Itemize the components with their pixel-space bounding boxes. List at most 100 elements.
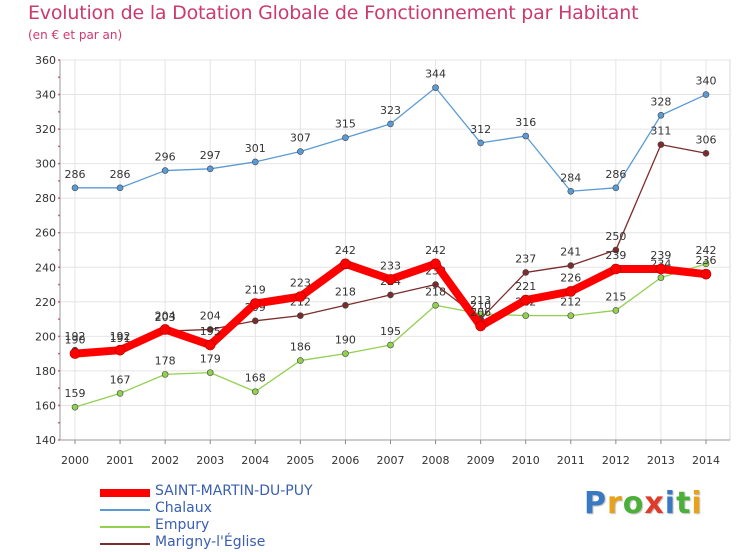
chart-title: Evolution de la Dotation Globale de Fonc… <box>28 2 639 24</box>
data-point <box>342 134 349 142</box>
data-point <box>340 258 351 270</box>
data-point <box>206 326 214 333</box>
axis-dot <box>58 439 60 441</box>
data-point <box>657 274 665 281</box>
data-point <box>161 371 169 378</box>
data-point <box>702 91 710 98</box>
data-point <box>702 149 710 157</box>
data-point <box>702 260 710 268</box>
data-label: 242 <box>335 244 356 257</box>
data-label: 204 <box>200 309 221 322</box>
axis-dot <box>58 93 60 96</box>
y-tick-label: 220 <box>35 296 56 309</box>
data-point <box>251 388 259 395</box>
data-label: 307 <box>290 132 311 145</box>
logo-letter: o <box>622 486 645 521</box>
data-label: 192 <box>110 330 131 343</box>
data-point <box>297 148 304 155</box>
x-tick-label: 2003 <box>196 454 224 467</box>
logo-letter: i <box>691 486 703 521</box>
data-label: 286 <box>605 168 626 181</box>
axis-dot <box>58 110 60 113</box>
data-label: 242 <box>696 244 717 257</box>
data-point <box>475 320 486 332</box>
data-label: 191 <box>110 332 131 345</box>
logo-letter: r <box>607 486 623 521</box>
axis-dot <box>58 335 60 338</box>
data-point <box>251 158 259 166</box>
legend-label: Marigny-l'Église <box>155 534 266 550</box>
data-point <box>297 357 304 364</box>
data-label: 213 <box>470 294 491 307</box>
data-point <box>251 317 259 325</box>
data-label: 284 <box>560 171 581 184</box>
legend-swatch <box>100 489 150 497</box>
data-label: 190 <box>335 334 356 347</box>
data-point <box>567 262 575 269</box>
data-label: 203 <box>155 311 176 324</box>
data-label: 178 <box>155 354 176 367</box>
data-point <box>387 120 394 128</box>
data-point <box>655 263 667 275</box>
legend-label: Empury <box>155 517 210 533</box>
series-0: 286 286 296 297 301 307 315 323 344 312 316 284 286 3… <box>65 68 717 195</box>
data-label: 312 <box>470 123 491 136</box>
data-point <box>387 291 394 299</box>
data-point <box>159 324 171 335</box>
data-point <box>116 184 124 192</box>
data-point <box>430 258 441 270</box>
data-point <box>297 312 304 319</box>
data-label: 297 <box>200 149 221 162</box>
data-point <box>71 403 79 411</box>
data-label: 215 <box>605 290 626 303</box>
data-label: 226 <box>560 271 581 284</box>
data-label: 241 <box>560 246 581 259</box>
data-point <box>612 307 620 314</box>
axis-dot <box>58 76 60 79</box>
data-point <box>477 139 484 147</box>
data-label: 306 <box>696 133 717 146</box>
y-tick-label: 160 <box>35 399 56 412</box>
x-tick-label: 2014 <box>692 454 720 467</box>
data-point <box>567 187 575 195</box>
data-label: 223 <box>290 277 311 290</box>
data-point <box>206 165 214 173</box>
data-label: 221 <box>515 280 536 293</box>
data-point <box>522 269 530 276</box>
x-tick-label: 2012 <box>602 454 630 467</box>
x-tick-label: 2009 <box>467 454 495 467</box>
x-tick-label: 2013 <box>647 454 675 467</box>
logo-letter: P <box>584 486 607 521</box>
data-point <box>522 312 530 319</box>
data-label: 206 <box>470 306 491 319</box>
data-label: 195 <box>380 325 401 338</box>
legend-label: Chalaux <box>155 500 212 516</box>
y-tick-label: 260 <box>35 227 56 240</box>
data-label: 204 <box>155 309 176 322</box>
axis-dot <box>58 249 60 251</box>
y-tick-label: 320 <box>35 123 56 136</box>
data-point <box>387 341 394 349</box>
data-point <box>657 141 665 148</box>
y-tick-label: 280 <box>35 192 56 205</box>
axis-dot <box>58 300 60 303</box>
x-tick-label: 2006 <box>331 454 359 467</box>
data-label: 316 <box>515 116 536 129</box>
axis-dot <box>58 318 60 320</box>
data-point <box>204 339 216 351</box>
legend-label: SAINT-MARTIN-DU-PUY <box>155 483 313 499</box>
data-point <box>432 281 439 288</box>
data-label: 242 <box>425 244 446 257</box>
data-label: 167 <box>110 373 131 386</box>
x-tick-label: 2002 <box>151 454 179 467</box>
logo-letter: x <box>644 486 665 521</box>
data-label: 236 <box>696 254 717 267</box>
y-tick-label: 140 <box>35 434 56 447</box>
x-tick-label: 2004 <box>241 454 269 467</box>
data-point <box>657 111 665 119</box>
series-1: 1591671781791681861901952182132122122152… <box>65 244 717 411</box>
axis-dot <box>58 162 60 165</box>
x-tick-label: 2008 <box>422 454 450 467</box>
